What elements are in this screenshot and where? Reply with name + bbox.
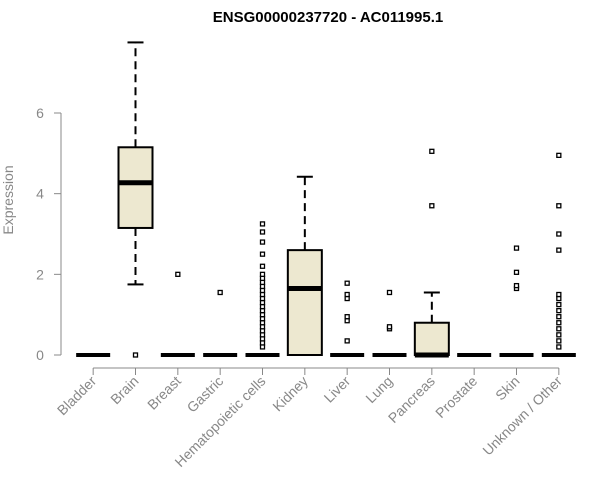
x-tick-label: Skin — [492, 373, 523, 404]
x-tick-label: Pancreas — [385, 373, 438, 426]
y-tick-label-2: 2 — [36, 266, 44, 282]
boxes-group — [76, 41, 576, 358]
x-tick-label: Prostate — [432, 373, 480, 421]
x-tick-label: Brain — [107, 373, 141, 407]
x-tick-label: Bladder — [54, 373, 100, 419]
outlier-point — [556, 307, 562, 314]
outlier-point — [259, 263, 266, 269]
outlier-point — [344, 280, 350, 286]
y-tick-label-6: 6 — [36, 105, 44, 121]
box-iqr — [413, 321, 450, 357]
outlier-point — [259, 271, 266, 277]
outlier-point — [175, 271, 181, 277]
outlier-point — [386, 289, 393, 296]
outlier-point — [556, 291, 562, 298]
outlier-point — [344, 314, 350, 320]
outlier-point — [556, 338, 562, 344]
box-pancreas — [413, 148, 450, 358]
box-kidney — [286, 175, 323, 356]
y-axis-label: Expression — [0, 165, 16, 234]
box-skin — [499, 245, 534, 357]
x-tick-label: Unknown / Other — [479, 373, 565, 459]
box-iqr — [286, 249, 323, 356]
outlier-point — [259, 221, 266, 227]
outlier-point — [386, 324, 393, 330]
outlier-point — [429, 203, 435, 209]
x-tick-label: Lung — [362, 373, 395, 406]
box-unknown-other — [541, 152, 576, 357]
outlier-point — [513, 269, 520, 275]
box-lung — [372, 289, 407, 357]
outlier-point — [556, 203, 562, 209]
outlier-point — [556, 247, 562, 253]
x-tick-label: Kidney — [269, 373, 311, 415]
outlier-point — [217, 289, 223, 296]
outlier-point — [556, 152, 562, 159]
y-axis: 0 2 4 6 — [36, 105, 62, 363]
y-tick-label-4: 4 — [36, 186, 44, 202]
outlier-point — [513, 282, 520, 289]
outlier-point — [556, 344, 562, 350]
outlier-point — [513, 245, 520, 251]
outlier-point — [259, 239, 266, 245]
outlier-point — [556, 320, 562, 326]
outlier-point — [132, 352, 139, 358]
outlier-point — [556, 326, 562, 332]
box-hematopoietic-cells — [245, 221, 280, 357]
box-iqr — [117, 146, 154, 229]
box-brain — [117, 41, 154, 358]
box-breast — [160, 271, 195, 357]
y-tick-label-0: 0 — [36, 347, 44, 363]
x-tick-label: Breast — [144, 373, 184, 413]
outlier-point — [556, 314, 562, 320]
outlier-point — [344, 338, 350, 344]
x-tick-label: Liver — [321, 373, 354, 406]
outlier-point — [429, 148, 435, 154]
chart-title: ENSG00000237720 - AC011995.1 — [213, 9, 443, 26]
outlier-point — [556, 301, 562, 308]
outlier-point — [556, 231, 562, 237]
outlier-point — [556, 332, 562, 338]
box-liver — [330, 280, 365, 357]
outlier-point — [259, 251, 266, 257]
outlier-point — [344, 291, 350, 298]
outlier-point — [259, 229, 266, 235]
box-gastric — [203, 289, 238, 357]
